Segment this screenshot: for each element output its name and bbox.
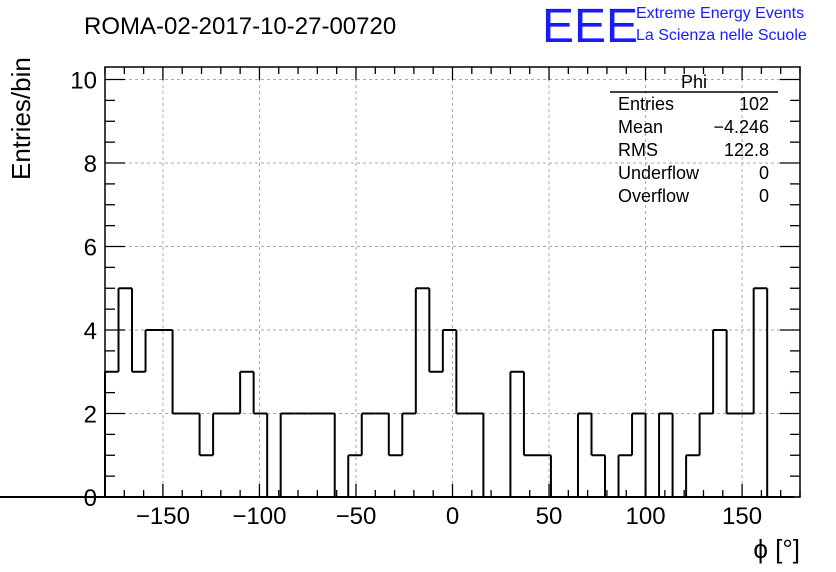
x-tick-label: −100	[232, 503, 286, 530]
y-tick-label: 10	[70, 68, 97, 95]
x-tick-label: 100	[626, 503, 666, 530]
x-tick-label: 0	[446, 503, 459, 530]
chart-title: ROMA-02-2017-10-27-00720	[84, 13, 396, 40]
y-axis-label: Entries/bin	[6, 57, 36, 180]
stats-label: RMS	[618, 140, 658, 160]
grid-lines	[105, 67, 800, 497]
stats-label: Underflow	[618, 163, 700, 183]
y-tick-labels: 0 2 4 6 8 10	[70, 68, 97, 512]
logo-line2: La Scienza nelle Scuole	[636, 27, 807, 44]
x-tick-label: 150	[722, 503, 762, 530]
x-tick-labels: −150 −100 −50 0 50 100 150	[136, 503, 762, 530]
y-tick-label: 6	[84, 235, 97, 262]
logo-mark: EEE	[542, 0, 638, 53]
logo-line1: Extreme Energy Events	[636, 5, 804, 22]
y-tick-label: 4	[84, 318, 97, 345]
logo: EEE Extreme Energy Events La Scienza nel…	[542, 0, 807, 53]
stats-value: 102	[739, 94, 769, 114]
stats-value: −4.246	[713, 117, 769, 137]
x-tick-label: −50	[336, 503, 377, 530]
x-axis-label: ϕ [°]	[753, 534, 800, 564]
y-tick-label: 8	[84, 151, 97, 178]
stats-label: Entries	[618, 94, 674, 114]
histogram-bars	[0, 287, 795, 498]
stats-label: Overflow	[618, 186, 690, 206]
stats-value: 0	[759, 186, 769, 206]
plot-frame	[104, 66, 801, 498]
stats-title: Phi	[681, 72, 707, 92]
axis-ticks	[104, 67, 801, 498]
y-tick-label: 0	[84, 485, 97, 512]
y-tick-label: 2	[84, 402, 97, 429]
stats-box: Phi Entries 102 Mean −4.246 RMS 122.8 Underflo…	[610, 72, 778, 206]
stats-value: 122.8	[724, 140, 769, 160]
stats-label: Mean	[618, 117, 663, 137]
stats-value: 0	[759, 163, 769, 183]
x-tick-label: 50	[536, 503, 563, 530]
stats-rows: Entries 102 Mean −4.246 RMS 122.8 Underflow 0 Ov…	[618, 94, 769, 206]
x-tick-label: −150	[136, 503, 190, 530]
